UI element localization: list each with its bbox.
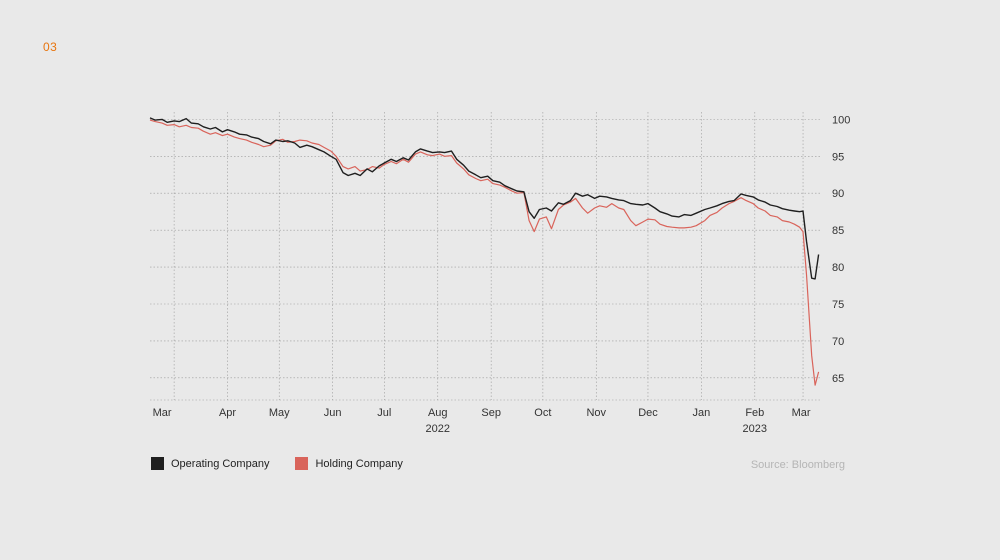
x-tick-label: Dec (638, 407, 658, 419)
y-axis-ticks: 100 95 90 85 80 75 70 65 (832, 114, 850, 384)
legend-label-holding: Holding Company (315, 457, 403, 470)
y-tick-label: 70 (832, 336, 844, 348)
x-tick-label: Nov (586, 407, 606, 419)
x-tick-label: Jul (377, 407, 391, 419)
legend-item-operating: Operating Company (151, 457, 269, 470)
y-tick-label: 75 (832, 299, 844, 311)
y-tick-label: 90 (832, 188, 844, 200)
y-tick-label: 95 (832, 151, 844, 163)
x-tick-label: Aug (428, 407, 448, 419)
series-line-holding-company (149, 119, 820, 386)
x-tick-label: Jun (324, 407, 342, 419)
x-tick-label: Mar (153, 407, 172, 419)
chart-gridlines (150, 112, 822, 401)
x-tick-label: Sep (481, 407, 501, 419)
chart-legend: Operating Company Holding Company (151, 457, 403, 470)
chart-series (149, 117, 820, 386)
y-tick-label: 100 (832, 114, 850, 126)
series-line-operating-company (149, 117, 820, 280)
y-tick-label: 65 (832, 373, 844, 385)
x-tick-label: Oct (534, 407, 551, 419)
x-tick-label: Mar (792, 407, 811, 419)
x-year-label: 2022 (426, 423, 450, 435)
x-tick-label: May (269, 407, 290, 419)
page-number: 03 (43, 40, 58, 54)
x-tick-label: Jan (693, 407, 711, 419)
legend-label-operating: Operating Company (171, 457, 270, 470)
x-tick-label: Feb (745, 407, 764, 419)
source-note: Source: Bloomberg (750, 459, 845, 471)
y-tick-label: 80 (832, 262, 844, 274)
x-tick-label: Apr (219, 407, 236, 419)
y-tick-label: 85 (832, 225, 844, 237)
legend-swatch-operating (151, 457, 164, 470)
legend-item-holding: Holding Company (295, 457, 403, 470)
legend-swatch-holding (295, 457, 309, 470)
x-year-label: 2023 (743, 423, 767, 435)
x-axis-ticks: Mar Apr May Jun Jul Aug Sep Oct Nov Dec Jan Feb Mar 2… (153, 407, 811, 435)
